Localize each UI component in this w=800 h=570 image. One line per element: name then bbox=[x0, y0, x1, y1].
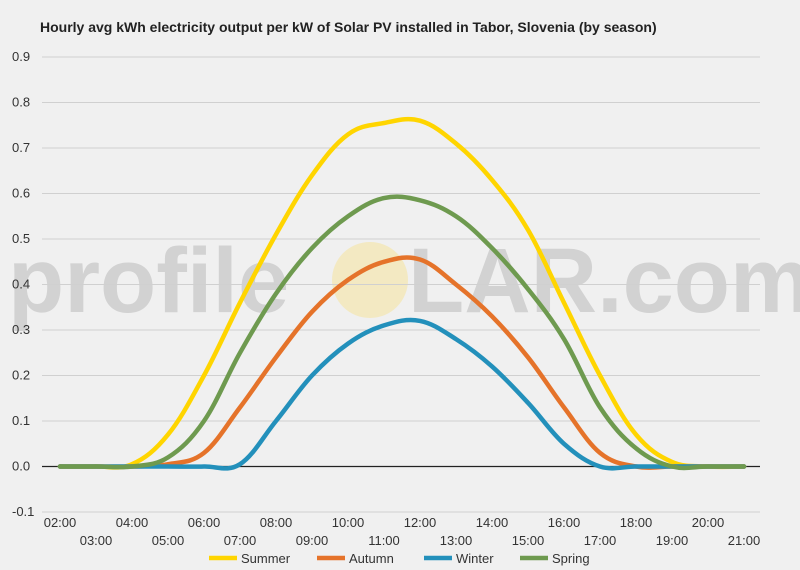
y-tick-label: 0.2 bbox=[12, 368, 30, 383]
x-tick-label: 12:00 bbox=[404, 515, 437, 530]
y-tick-label: 0.1 bbox=[12, 413, 30, 428]
legend-label-winter: Winter bbox=[456, 551, 494, 566]
legend-label-summer: Summer bbox=[241, 551, 291, 566]
x-tick-label: 18:00 bbox=[620, 515, 653, 530]
x-tick-label: 20:00 bbox=[692, 515, 725, 530]
x-tick-label: 05:00 bbox=[152, 533, 185, 548]
y-tick-label: -0.1 bbox=[12, 504, 34, 519]
y-tick-label: 0.8 bbox=[12, 95, 30, 110]
x-tick-label: 07:00 bbox=[224, 533, 257, 548]
x-axis: 02:0003:0004:0005:0006:0007:0008:0009:00… bbox=[44, 515, 761, 548]
x-tick-label: 02:00 bbox=[44, 515, 77, 530]
x-tick-label: 16:00 bbox=[548, 515, 581, 530]
x-tick-label: 06:00 bbox=[188, 515, 221, 530]
series-line-spring bbox=[57, 194, 747, 471]
y-tick-label: 0.4 bbox=[12, 277, 30, 292]
watermark: profile LAR.com bbox=[8, 230, 800, 332]
y-tick-label: 0.7 bbox=[12, 140, 30, 155]
y-tick-label: 0.3 bbox=[12, 322, 30, 337]
series-line-summer bbox=[57, 116, 747, 470]
x-tick-label: 09:00 bbox=[296, 533, 329, 548]
legend: Summer Autumn Winter Spring bbox=[209, 551, 590, 566]
x-tick-label: 21:00 bbox=[728, 533, 761, 548]
x-tick-label: 13:00 bbox=[440, 533, 473, 548]
x-tick-label: 17:00 bbox=[584, 533, 617, 548]
x-tick-label: 03:00 bbox=[80, 533, 113, 548]
legend-label-spring: Spring bbox=[552, 551, 590, 566]
watermark-text-right: LAR.com bbox=[408, 230, 800, 332]
series-lines bbox=[57, 116, 747, 471]
y-tick-label: 0.5 bbox=[12, 231, 30, 246]
y-tick-label: 0.9 bbox=[12, 49, 30, 64]
y-tick-label: 0.0 bbox=[12, 459, 30, 474]
y-axis: -0.1 0.0 0.1 0.2 0.3 0.4 0.5 0.6 0.7 0.8 0.9 bbox=[12, 49, 34, 519]
x-tick-label: 08:00 bbox=[260, 515, 293, 530]
x-tick-label: 14:00 bbox=[476, 515, 509, 530]
series-line-winter bbox=[57, 317, 747, 471]
watermark-text-left: profile bbox=[8, 230, 289, 332]
chart-title: Hourly avg kWh electricity output per kW… bbox=[40, 19, 657, 35]
watermark-sun-icon bbox=[332, 242, 408, 318]
x-tick-label: 10:00 bbox=[332, 515, 365, 530]
legend-label-autumn: Autumn bbox=[349, 551, 394, 566]
x-tick-label: 15:00 bbox=[512, 533, 545, 548]
x-tick-label: 11:00 bbox=[368, 533, 400, 548]
x-tick-label: 19:00 bbox=[656, 533, 689, 548]
y-tick-label: 0.6 bbox=[12, 186, 30, 201]
x-tick-label: 04:00 bbox=[116, 515, 149, 530]
